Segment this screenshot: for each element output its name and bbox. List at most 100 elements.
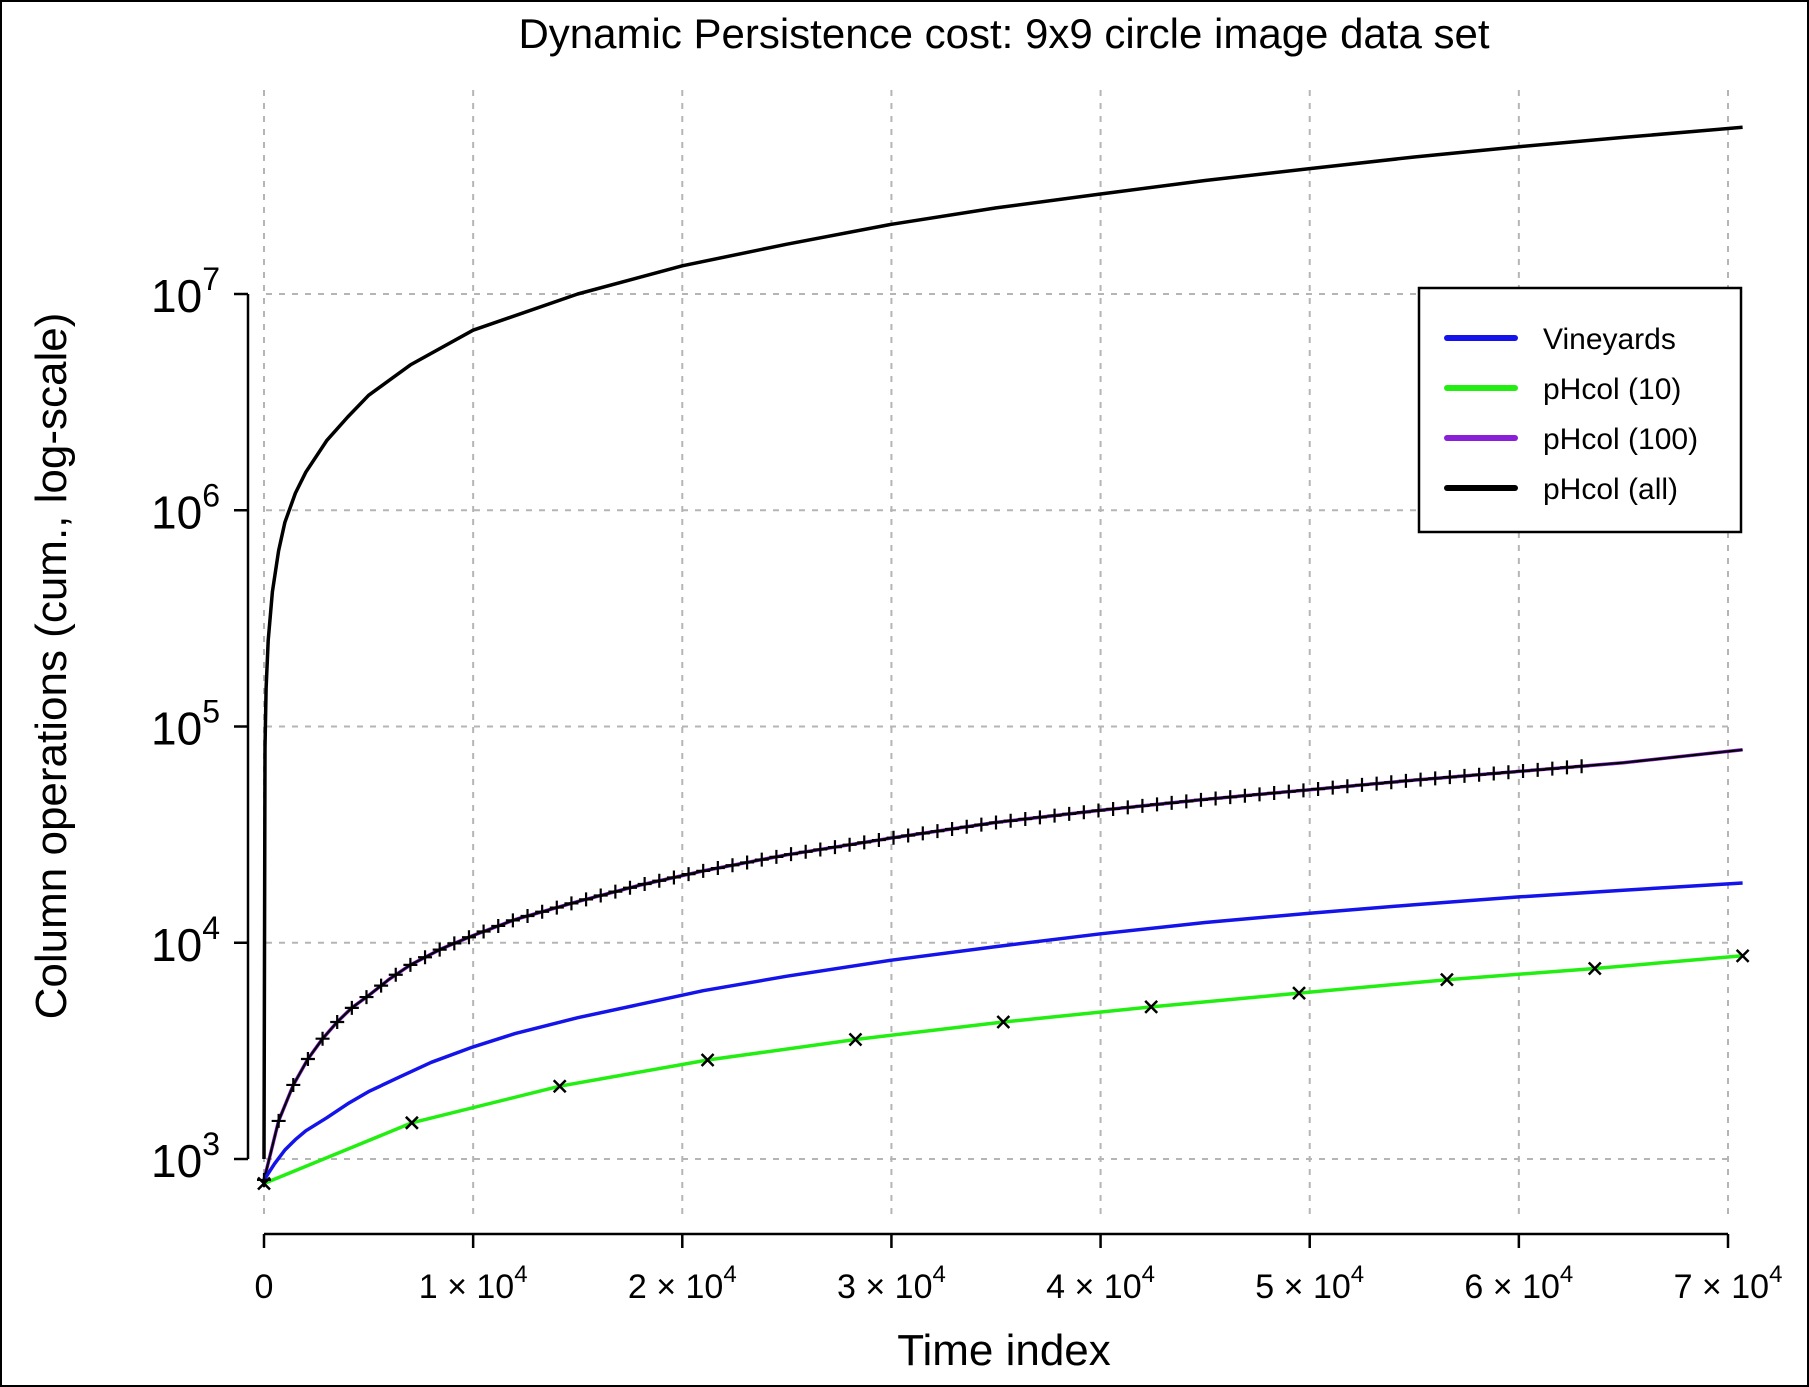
cross-marker-0 [257,1176,271,1191]
series-layer [262,125,1743,1186]
plus-marker-33 [740,855,755,870]
cross-marker-2 [552,1079,567,1094]
plus-marker-71 [1296,783,1311,798]
plus-marker-48 [959,819,974,834]
x-tick-label-2: 2 × 104 [628,1261,737,1306]
plus-marker-32 [725,858,740,873]
plus-marker-36 [784,847,799,862]
plus-marker-8 [374,978,389,993]
cross-marker-6 [1144,1000,1159,1014]
cross-marker-3 [700,1053,715,1067]
plus-marker-61 [1150,797,1165,812]
plus-marker-59 [1120,800,1135,815]
plus-marker-54 [1047,808,1062,823]
plus-marker-20 [549,900,564,915]
series-line-vineyards [262,881,1743,1181]
x-tick-label-7: 7 × 104 [1674,1261,1783,1306]
plus-marker-57 [1091,803,1106,818]
plus-marker-51 [1003,813,1018,828]
legend-label-0: Vineyards [1543,323,1676,356]
plus-marker-23 [593,888,608,903]
series-line-phcol-all [262,125,1743,1160]
cross-marker-10 [1735,948,1750,963]
plus-marker-39 [827,840,842,855]
plus-marker-34 [754,852,769,867]
x-tick-label-3: 3 × 104 [837,1261,946,1306]
x-tick-label-5: 5 × 104 [1255,1261,1364,1306]
plus-marker-5 [330,1015,345,1030]
y-tick-label-1: 104 [151,910,220,971]
y-tick-label-4: 107 [151,261,220,322]
plus-marker-27 [652,873,667,888]
plus-marker-17 [505,913,520,928]
plus-marker-6 [344,1000,359,1015]
plus-marker-72 [1311,781,1326,796]
plus-marker-18 [520,908,535,923]
plus-marker-58 [1106,801,1121,816]
plus-marker-78 [1398,773,1413,788]
plus-marker-87 [1530,762,1545,777]
plus-marker-37 [798,844,813,859]
plus-marker-74 [1340,779,1355,794]
plus-marker-82 [1457,768,1472,783]
plus-marker-81 [1442,770,1457,785]
plus-marker-83 [1472,767,1487,782]
cross-marker-9 [1587,961,1602,976]
plus-marker-16 [491,918,506,933]
plus-marker-43 [886,830,901,845]
legend-box [1417,286,1743,534]
y-tick-label-3: 106 [151,477,220,538]
plus-marker-31 [710,861,725,876]
plus-marker-66 [1223,790,1238,805]
plus-marker-88 [1545,761,1560,776]
chart-title: Dynamic Persistence cost: 9x9 circle ima… [518,10,1489,57]
plus-marker-11 [418,950,433,965]
plus-marker-44 [901,828,916,843]
plus-marker-70 [1281,784,1296,799]
plus-marker-40 [842,837,857,852]
plus-marker-4 [315,1031,330,1046]
plus-marker-68 [1252,787,1267,802]
legend-label-2: pHcol (100) [1543,423,1698,456]
plus-marker-56 [1076,805,1091,820]
plus-marker-25 [623,880,637,895]
plus-marker-67 [1237,788,1252,803]
plus-marker-12 [432,942,447,957]
plus-marker-73 [1325,780,1340,795]
plus-marker-41 [857,835,872,850]
plus-marker-49 [974,817,989,832]
plus-marker-21 [564,896,579,911]
y-axis-label: Column operations (cum., log-scale) [27,313,76,1020]
plus-marker-86 [1516,764,1531,779]
plus-marker-15 [476,924,491,939]
plus-marker-22 [579,892,594,907]
plus-marker-35 [769,849,784,864]
cross-marker-5 [996,1015,1011,1029]
plus-marker-63 [1179,794,1194,809]
x-tick-label-6: 6 × 104 [1464,1261,1573,1306]
plus-marker-84 [1486,766,1501,781]
plus-marker-62 [1164,795,1179,810]
plus-marker-7 [359,990,374,1005]
plus-marker-29 [681,867,696,882]
plus-marker-53 [1032,810,1047,825]
series-line-phcol-10 [263,954,1743,1186]
series-overlay-phcol-100 [262,748,1743,1181]
plus-marker-28 [666,870,681,885]
plus-marker-80 [1428,771,1443,786]
plus-marker-60 [1135,798,1150,813]
plus-marker-24 [608,884,623,899]
plus-marker-64 [1193,792,1208,807]
marker-layer [257,759,1750,1191]
legend: Vineyards pHcol (10) pHcol (100) pHcol (all… [1417,286,1743,534]
plus-marker-75 [1355,777,1369,792]
plus-marker-50 [989,815,1003,830]
plus-marker-45 [915,826,930,841]
plus-marker-1 [271,1113,286,1128]
plus-marker-90 [1574,759,1589,774]
plus-marker-46 [930,824,945,839]
plus-marker-52 [1018,812,1033,827]
plus-marker-42 [871,833,886,848]
